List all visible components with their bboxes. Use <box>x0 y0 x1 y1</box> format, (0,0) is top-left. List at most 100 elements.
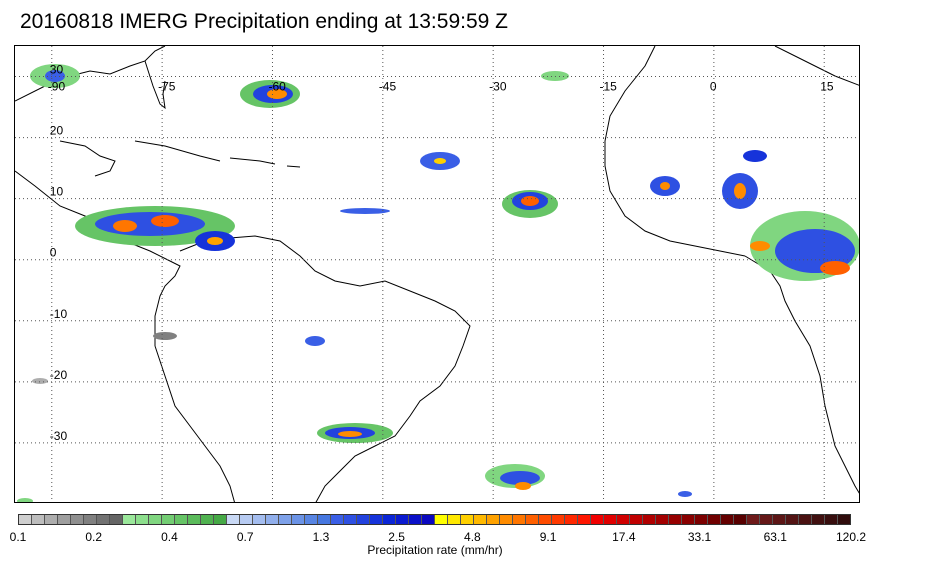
rain-cell-amazon <box>305 336 325 346</box>
colorbar-swatch <box>58 515 71 524</box>
colorbar-swatch <box>734 515 747 524</box>
map-canvas: -90 -75 -60 -45 -30 -15 0 15 30 20 10 0 -10 -20 -30 <box>15 46 859 502</box>
coastline-europe <box>774 46 859 86</box>
colorbar-swatch <box>110 515 123 524</box>
lon-labels: -90 -75 -60 -45 -30 -15 0 15 <box>48 80 834 94</box>
lon-label: 0 <box>710 80 717 94</box>
lon-label: -45 <box>379 80 397 94</box>
colorbar-swatch <box>45 515 58 524</box>
colorbar-swatch <box>227 515 240 524</box>
colorbar-swatch <box>630 515 643 524</box>
colorbar-swatch <box>396 515 409 524</box>
lon-label: -30 <box>489 80 507 94</box>
coastline-hispaniola <box>229 157 276 165</box>
lon-label: -15 <box>600 80 618 94</box>
colorbar-swatch <box>695 515 708 524</box>
colorbar-swatch <box>617 515 630 524</box>
lat-label: -10 <box>50 307 68 321</box>
colorbar-swatch <box>747 515 760 524</box>
colorbar-swatch <box>383 515 396 524</box>
colorbar-swatch <box>721 515 734 524</box>
colorbar-swatch <box>812 515 825 524</box>
coastline-cuba <box>134 140 221 162</box>
colorbar-swatch <box>461 515 474 524</box>
colorbar-tick-label: 0.2 <box>85 530 103 544</box>
lon-label: -90 <box>48 80 66 94</box>
colorbar-swatch <box>162 515 175 524</box>
colorbar-swatch <box>448 515 461 524</box>
colorbar-swatch <box>669 515 682 524</box>
colorbar-swatch <box>175 515 188 524</box>
page-title: 20160818 IMERG Precipitation ending at 1… <box>20 10 508 33</box>
colorbar-swatch <box>32 515 45 524</box>
colorbar-swatch <box>123 515 136 524</box>
lat-label: 10 <box>50 185 64 199</box>
colorbar-tick-label: 17.4 <box>612 530 636 544</box>
colorbar-swatch <box>318 515 331 524</box>
colorbar-swatch <box>513 515 526 524</box>
lat-label: 30 <box>50 63 64 77</box>
map-gridlines <box>15 46 859 502</box>
coastlines <box>15 46 859 502</box>
rain-cell-caribbean-north <box>240 80 300 108</box>
rain-cell-central-america <box>75 206 235 251</box>
colorbar-swatch <box>19 515 32 524</box>
colorbar-swatch <box>643 515 656 524</box>
colorbar-tick-label: 1.3 <box>312 530 330 544</box>
colorbar-swatch <box>552 515 565 524</box>
colorbar-swatch <box>71 515 84 524</box>
colorbar-swatch <box>682 515 695 524</box>
colorbar-swatch <box>149 515 162 524</box>
coastline-africa-north <box>604 46 746 257</box>
colorbar-swatch <box>188 515 201 524</box>
colorbar-swatch <box>357 515 370 524</box>
colorbar-swatch <box>344 515 357 524</box>
coastline-africa-west <box>744 255 859 494</box>
colorbar-label: Precipitation rate (mm/hr) <box>367 543 503 557</box>
colorbar-swatch <box>292 515 305 524</box>
coastline-south-america <box>179 235 471 502</box>
rain-cell-scattered <box>17 71 692 502</box>
colorbar-swatch <box>136 515 149 524</box>
rain-cell-west-africa <box>650 150 767 209</box>
lat-label: 20 <box>50 124 64 138</box>
lat-labels: 30 20 10 0 -10 -20 -30 <box>50 63 68 443</box>
rain-cell-south-atlantic <box>485 464 545 490</box>
colorbar-swatch <box>604 515 617 524</box>
rain-cell-gulf <box>30 64 80 88</box>
colorbar-swatch <box>578 515 591 524</box>
colorbar-swatch <box>201 515 214 524</box>
lon-label: -60 <box>268 80 286 94</box>
colorbar-swatch <box>500 515 513 524</box>
rain-cell-atlantic-central <box>502 190 558 218</box>
rain-cell-atlantic-west <box>420 152 460 170</box>
colorbar-swatch <box>565 515 578 524</box>
colorbar-swatch <box>253 515 266 524</box>
lon-label: 15 <box>820 80 834 94</box>
colorbar-tick-label: 120.2 <box>835 530 867 544</box>
coastline-central-america <box>15 170 181 346</box>
colorbar-tick-label: 0.4 <box>161 530 178 544</box>
coastline-puerto-rico <box>286 165 301 168</box>
colorbar <box>18 514 851 525</box>
coastline-yucatan <box>59 140 116 177</box>
colorbar-swatch <box>708 515 721 524</box>
colorbar-swatch <box>240 515 253 524</box>
coastline-south-america-west <box>154 345 235 502</box>
colorbar-swatch <box>97 515 110 524</box>
precipitation-map: -90 -75 -60 -45 -30 -15 0 15 30 20 10 0 -10 -20 -30 <box>14 45 860 503</box>
colorbar-swatch <box>773 515 786 524</box>
colorbar-swatch <box>370 515 383 524</box>
colorbar-swatch <box>799 515 812 524</box>
colorbar-tick-label: 33.1 <box>687 530 712 544</box>
lon-label: -75 <box>158 80 176 94</box>
colorbar-tick-label: 63.1 <box>763 530 787 544</box>
lat-label: -20 <box>50 368 68 382</box>
colorbar-swatch <box>409 515 422 524</box>
colorbar-tick-label: 2.5 <box>388 530 405 544</box>
colorbar-swatch <box>331 515 344 524</box>
lat-label: 0 <box>50 246 57 260</box>
colorbar-tick-label: 9.1 <box>539 530 557 544</box>
colorbar-swatch <box>279 515 292 524</box>
colorbar-swatch <box>305 515 318 524</box>
